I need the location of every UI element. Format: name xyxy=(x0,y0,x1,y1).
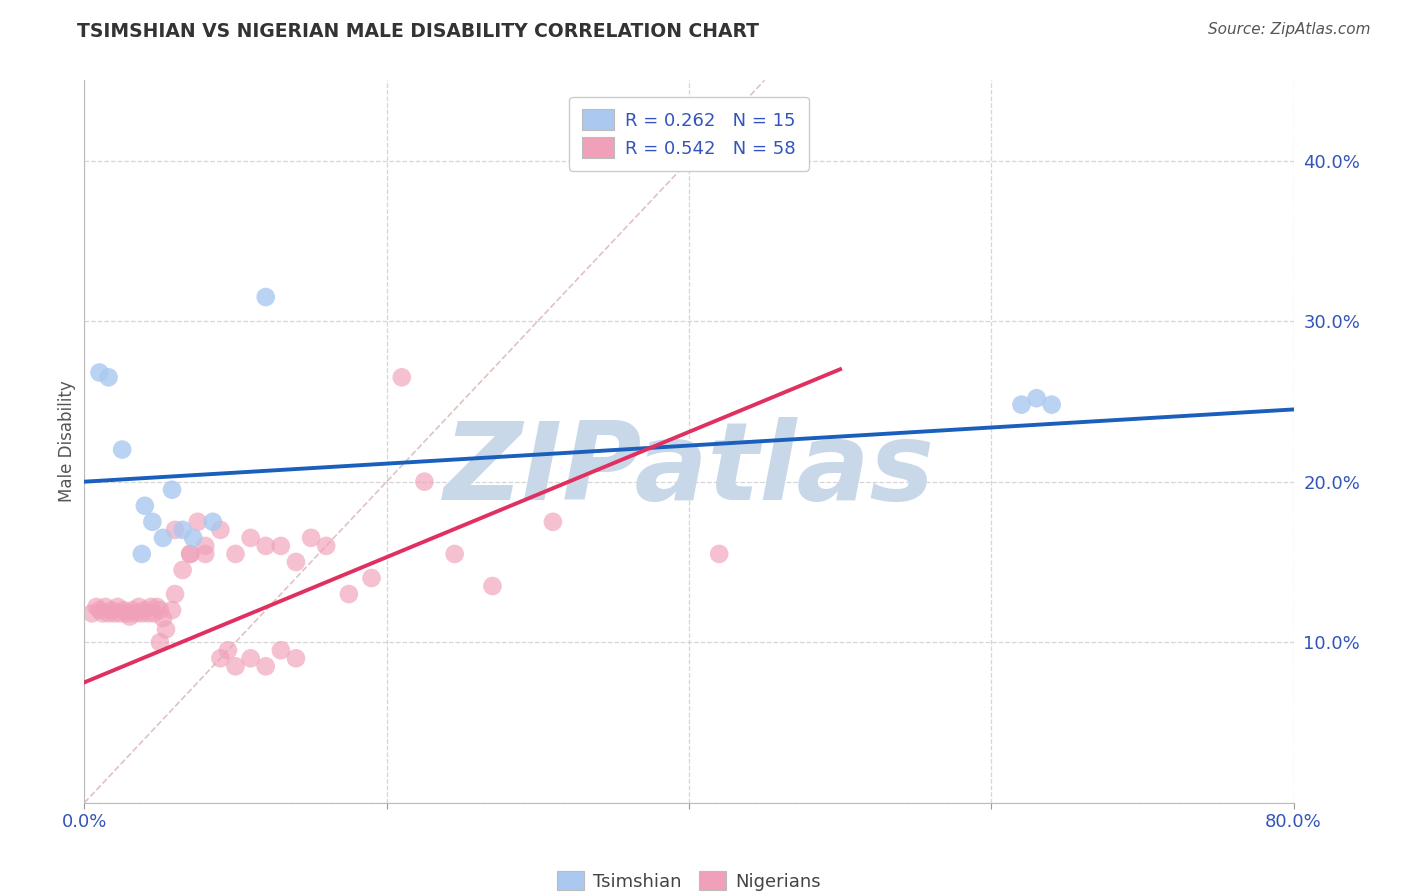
Legend: Tsimshian, Nigerians: Tsimshian, Nigerians xyxy=(548,863,830,892)
Point xyxy=(149,603,172,617)
Point xyxy=(194,547,217,561)
Point xyxy=(107,599,129,614)
Point xyxy=(201,515,224,529)
Point xyxy=(254,539,277,553)
Point xyxy=(146,599,169,614)
Point xyxy=(121,603,143,617)
Point xyxy=(131,607,153,621)
Point xyxy=(141,515,163,529)
Point xyxy=(80,607,103,621)
Point xyxy=(149,635,172,649)
Point xyxy=(187,515,209,529)
Point xyxy=(209,651,232,665)
Point xyxy=(118,609,141,624)
Point xyxy=(239,651,262,665)
Point xyxy=(225,547,247,561)
Point xyxy=(152,611,174,625)
Point xyxy=(125,607,148,621)
Point xyxy=(111,442,134,457)
Point xyxy=(160,603,183,617)
Text: Source: ZipAtlas.com: Source: ZipAtlas.com xyxy=(1208,22,1371,37)
Point xyxy=(360,571,382,585)
Point xyxy=(89,603,111,617)
Point xyxy=(136,607,159,621)
Point xyxy=(217,643,239,657)
Point xyxy=(112,603,135,617)
Point xyxy=(254,659,277,673)
Point xyxy=(1011,398,1033,412)
Point xyxy=(86,599,108,614)
Point xyxy=(139,599,162,614)
Point xyxy=(541,515,564,529)
Point xyxy=(94,599,117,614)
Point xyxy=(91,607,114,621)
Point xyxy=(209,523,232,537)
Point xyxy=(142,607,165,621)
Point xyxy=(254,290,277,304)
Point xyxy=(285,651,308,665)
Point xyxy=(337,587,360,601)
Point xyxy=(315,539,337,553)
Point xyxy=(100,603,122,617)
Point xyxy=(299,531,322,545)
Point xyxy=(172,523,194,537)
Point xyxy=(1025,391,1047,405)
Point xyxy=(179,547,201,561)
Point xyxy=(160,483,183,497)
Point xyxy=(270,643,292,657)
Point xyxy=(115,607,138,621)
Point xyxy=(443,547,465,561)
Point xyxy=(165,523,187,537)
Point xyxy=(134,603,156,617)
Point xyxy=(179,547,201,561)
Point xyxy=(155,623,177,637)
Point xyxy=(1040,398,1063,412)
Text: TSIMSHIAN VS NIGERIAN MALE DISABILITY CORRELATION CHART: TSIMSHIAN VS NIGERIAN MALE DISABILITY CO… xyxy=(77,22,759,41)
Point xyxy=(481,579,503,593)
Point xyxy=(172,563,194,577)
Y-axis label: Male Disability: Male Disability xyxy=(58,381,76,502)
Point xyxy=(134,499,156,513)
Point xyxy=(110,607,132,621)
Point xyxy=(225,659,247,673)
Point xyxy=(97,607,120,621)
Point xyxy=(165,587,187,601)
Text: ZIPatlas: ZIPatlas xyxy=(443,417,935,524)
Point xyxy=(89,366,111,380)
Point xyxy=(131,547,153,561)
Point xyxy=(181,531,204,545)
Point xyxy=(104,607,127,621)
Point xyxy=(270,539,292,553)
Point xyxy=(709,547,731,561)
Point xyxy=(97,370,120,384)
Point xyxy=(152,531,174,545)
Point xyxy=(128,599,150,614)
Point xyxy=(391,370,413,384)
Point xyxy=(239,531,262,545)
Point xyxy=(413,475,436,489)
Point xyxy=(194,539,217,553)
Point xyxy=(285,555,308,569)
